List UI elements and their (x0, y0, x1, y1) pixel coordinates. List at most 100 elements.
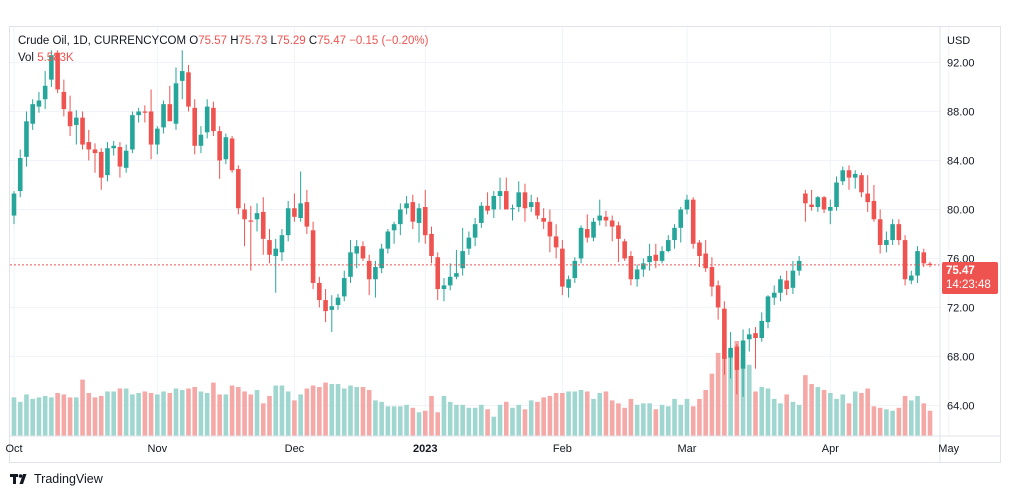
volume-bar (553, 392, 559, 436)
volume-bar (472, 407, 478, 436)
candle-body (659, 251, 665, 261)
volume-bar (790, 401, 796, 436)
candle-body (142, 111, 148, 113)
candle-body (566, 279, 571, 288)
volume-bar (871, 406, 877, 436)
candle-body (697, 242, 702, 256)
price-tick-label: 88.00 (947, 106, 975, 118)
candle-body (909, 275, 914, 281)
volume-bar (684, 398, 690, 436)
volume-bar (778, 403, 783, 436)
volume-bar (17, 401, 23, 436)
candle-body (771, 292, 777, 298)
candle-body (223, 137, 229, 160)
candle-body (254, 213, 260, 220)
candle-body (441, 285, 447, 290)
change-value: −0.15 (−0.20%) (349, 35, 429, 47)
volume-bar (105, 391, 110, 436)
symbol-label[interactable]: Crude Oil, 1D, CURRENCYCOM (18, 35, 187, 47)
candle-body (890, 224, 895, 241)
candle-body (298, 203, 303, 219)
volume-bar (67, 397, 73, 436)
volume-bar (229, 385, 235, 436)
bar-countdown: 14:23:48 (946, 279, 991, 291)
candle-body (123, 150, 129, 168)
volume-bar (429, 395, 434, 436)
volume-bar (447, 401, 453, 436)
volume-bar (354, 387, 360, 436)
candle-body (722, 308, 727, 359)
volume-bar (111, 391, 117, 436)
volume-bar (485, 409, 490, 436)
volume-bar (42, 395, 48, 436)
tradingview-branding[interactable]: TradingView (10, 472, 103, 486)
volume-bar (884, 409, 889, 436)
volume-bar (385, 406, 391, 436)
volume-bar (846, 403, 852, 436)
volume-bar (927, 410, 933, 436)
price-tick-label: 64.00 (947, 400, 975, 412)
volume-bar (211, 382, 216, 436)
volume-bar (74, 397, 79, 436)
volume-bar (466, 407, 472, 436)
candle-body (273, 248, 279, 256)
volume-bar (834, 398, 839, 436)
volume-bar (715, 352, 721, 436)
candle-body (616, 225, 621, 239)
volume-bar (584, 391, 590, 436)
volume-bar (298, 394, 303, 436)
candle-body (148, 111, 154, 145)
time-axis[interactable]: Oct Nov Dec 2023 Feb Mar Apr May (5, 443, 959, 455)
candle-body (634, 269, 640, 280)
candle-body (740, 340, 746, 369)
time-tick-label: May (938, 443, 959, 455)
time-tick-label: Nov (148, 443, 168, 455)
candle-body (827, 207, 833, 211)
candle-body (86, 142, 92, 150)
candle-body (385, 231, 391, 249)
volume-bar (703, 389, 708, 436)
volume-bar (535, 401, 540, 436)
volume-bar (279, 385, 285, 436)
candle-body (36, 100, 42, 107)
volume-bar (915, 395, 920, 436)
candle-body (796, 260, 802, 271)
candle-body (840, 170, 846, 182)
volume-bar (491, 416, 497, 436)
candle-body (317, 282, 322, 301)
volume-bar (896, 407, 902, 436)
volume-bar (709, 373, 715, 436)
volume-bar (659, 404, 665, 436)
volume-bar (678, 404, 684, 436)
candle-body (117, 147, 123, 167)
candle-body (354, 246, 360, 254)
volume-bar (36, 397, 42, 436)
candle-body (734, 346, 740, 370)
volume-bar (192, 387, 198, 436)
volume-bar (317, 387, 322, 436)
volume-bar (909, 400, 914, 436)
candle-body (628, 255, 634, 280)
candle-body (292, 208, 297, 217)
candles (11, 50, 933, 397)
volume-bar (784, 394, 789, 436)
candle-body (379, 248, 384, 269)
candle-body (859, 175, 864, 193)
candle-body (784, 280, 789, 290)
candle-body (834, 182, 839, 208)
volume-bar (248, 394, 254, 436)
volume-bar (528, 400, 534, 436)
volume-bar (310, 385, 316, 436)
volume-bar (441, 395, 447, 436)
volume-bar (242, 391, 247, 436)
volume-bar (803, 375, 808, 436)
volume-bar (560, 392, 565, 436)
volume-label[interactable]: Vol (18, 52, 34, 64)
candle-body (684, 199, 690, 210)
candle-body (360, 246, 366, 259)
volume-bar (404, 404, 409, 436)
volume-bar (591, 398, 596, 436)
candle-body (609, 220, 615, 227)
